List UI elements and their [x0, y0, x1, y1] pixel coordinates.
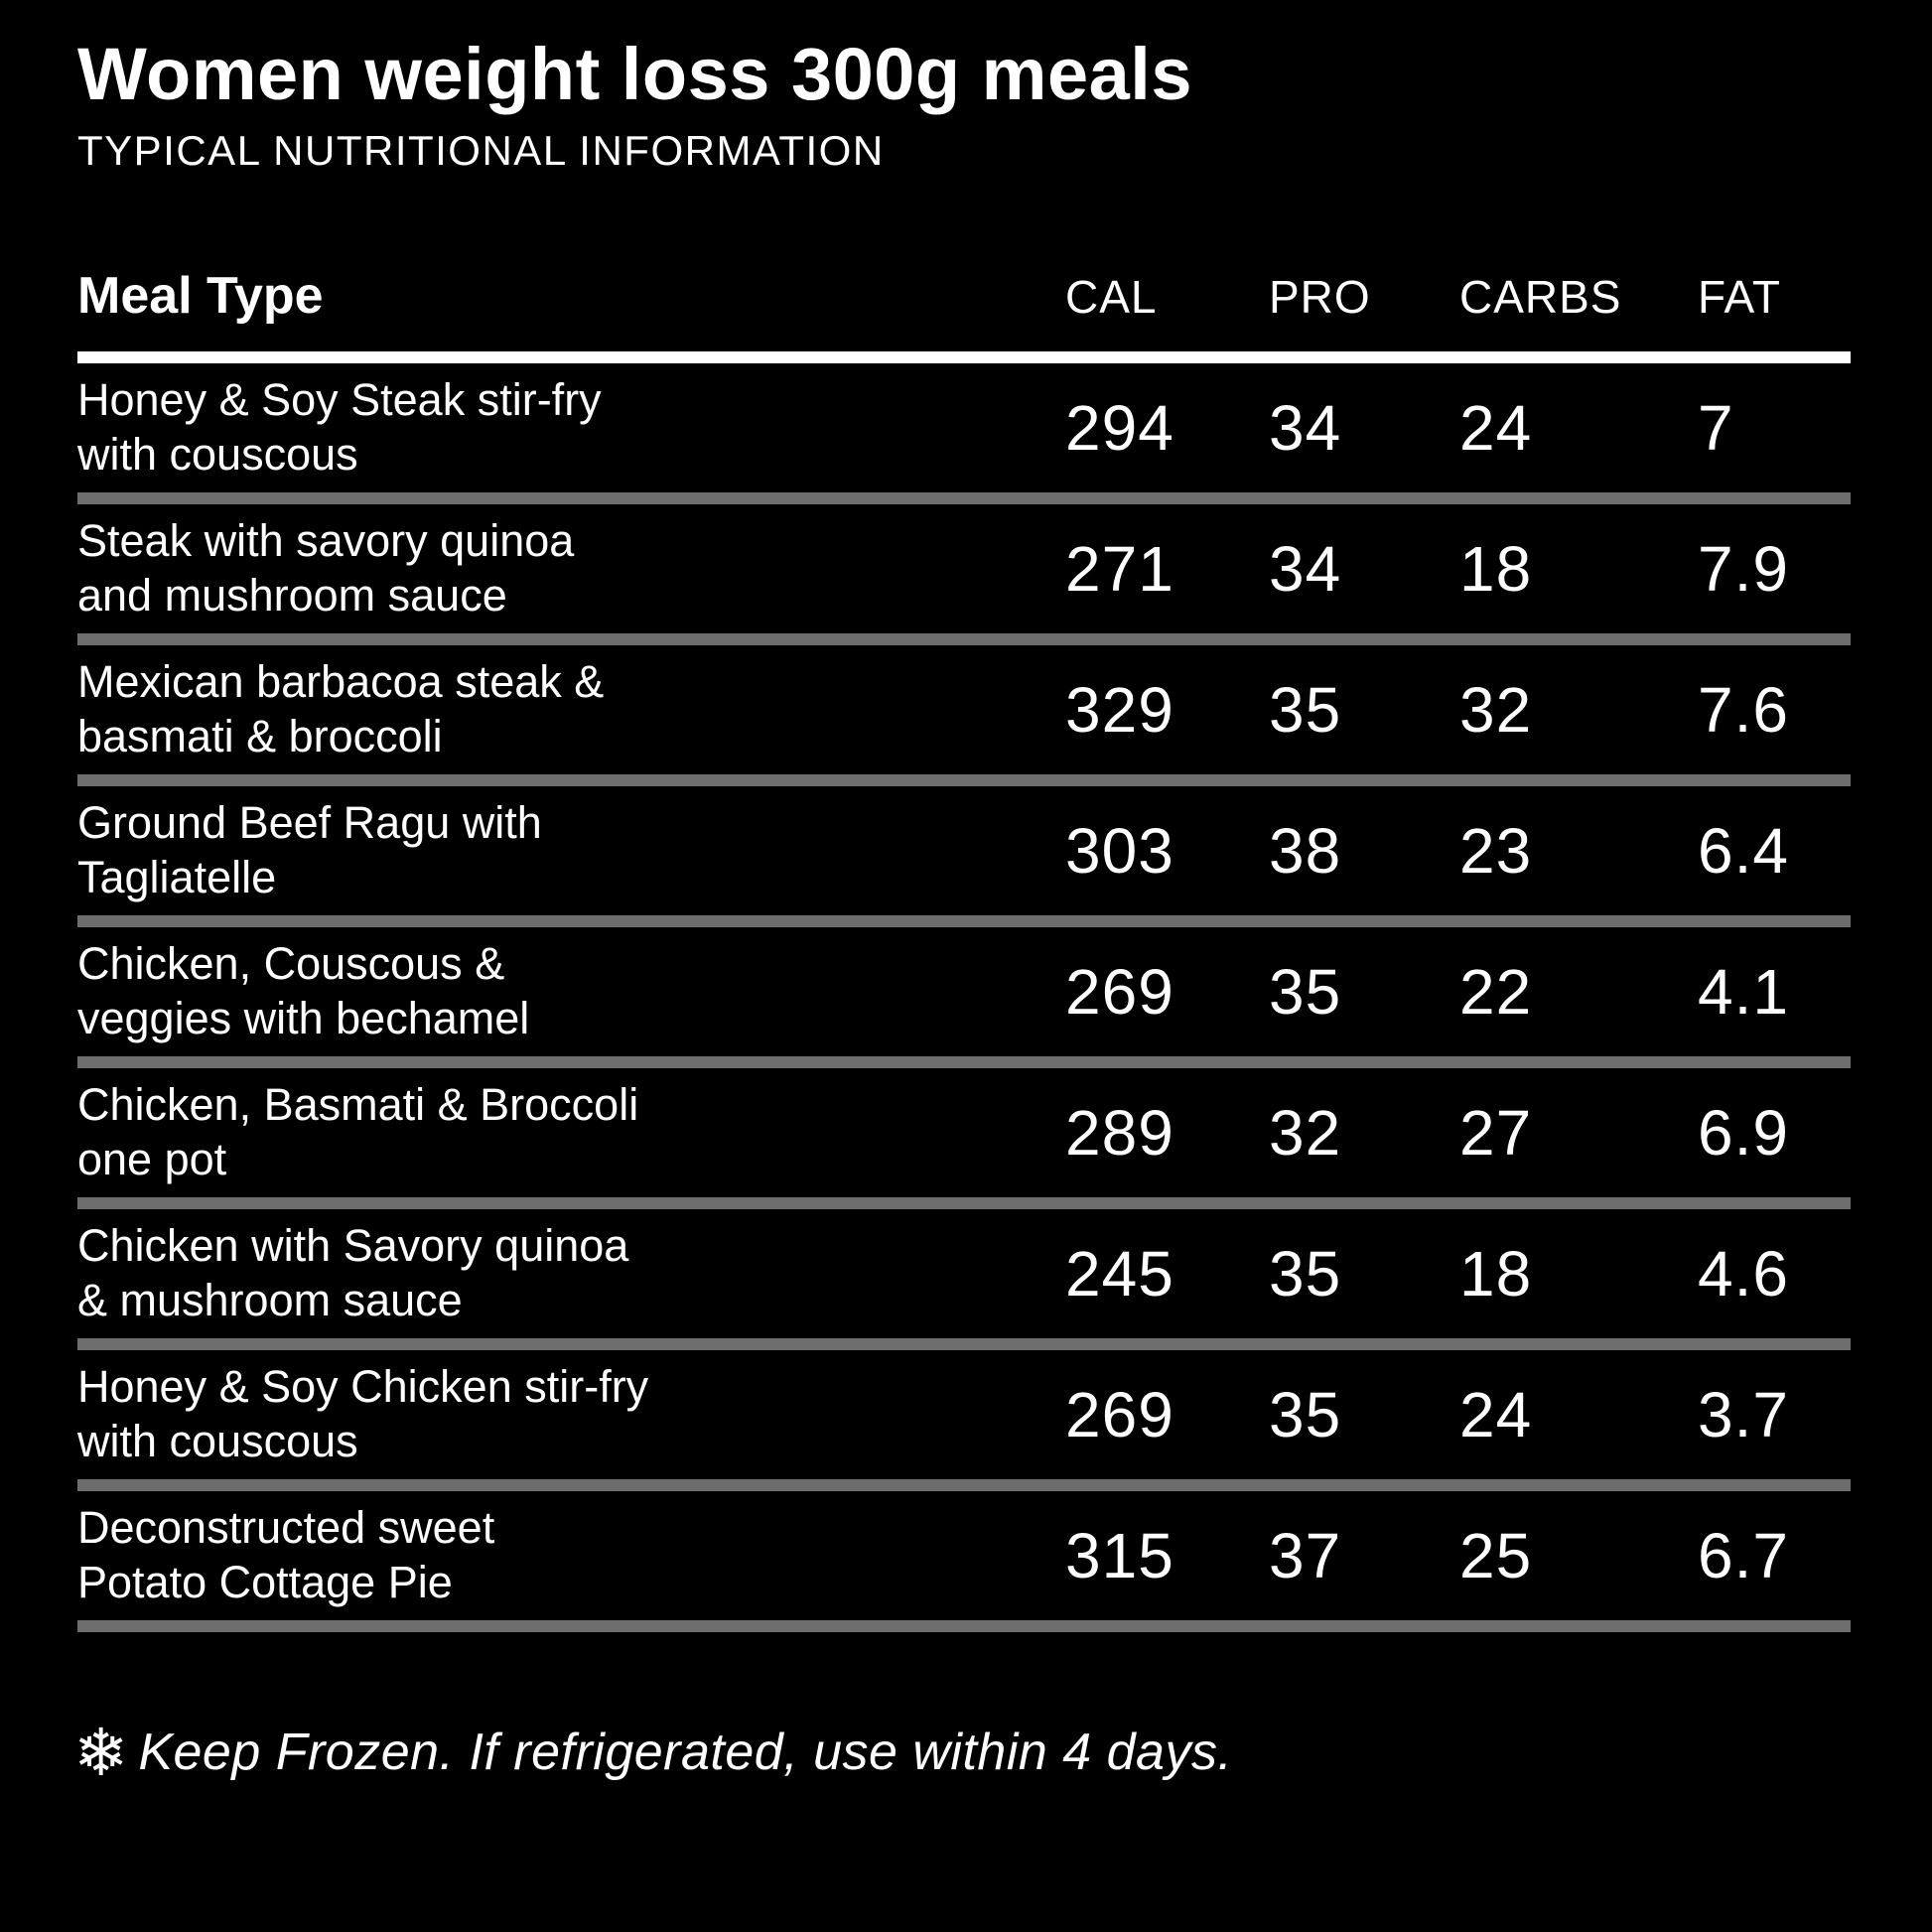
- row-divider: [77, 632, 1851, 645]
- pro-value: 35: [1269, 673, 1342, 746]
- cal-value: 294: [1065, 391, 1174, 464]
- carbs-value: 27: [1459, 1096, 1533, 1169]
- meal-name-line2: with couscous: [77, 428, 358, 480]
- cal-value: 269: [1065, 1378, 1174, 1450]
- pro-value: 34: [1269, 532, 1342, 605]
- table-row: Chicken, Couscous & veggies with bechame…: [77, 927, 1851, 1056]
- column-header-fat: FAT: [1698, 270, 1781, 323]
- header-rule: [77, 350, 1851, 363]
- cal-value: 271: [1065, 532, 1174, 605]
- meal-name: Chicken, Basmati & Broccoli one pot: [77, 1078, 1065, 1187]
- carbs-value: 22: [1459, 955, 1533, 1028]
- row-divider: [77, 773, 1851, 786]
- pro-value: 37: [1269, 1519, 1342, 1591]
- meal-name: Steak with savory quinoa and mushroom sa…: [77, 514, 1065, 623]
- meal-name-line2: veggies with bechamel: [77, 992, 530, 1043]
- column-header-carbs: CARBS: [1459, 270, 1622, 323]
- pro-value: 35: [1269, 1378, 1342, 1450]
- meal-name-line2: & mushroom sauce: [77, 1274, 463, 1325]
- cal-value: 303: [1065, 814, 1174, 887]
- cal-value: 329: [1065, 673, 1174, 746]
- carbs-value: 18: [1459, 1237, 1533, 1310]
- carbs-value: 24: [1459, 1378, 1533, 1450]
- meal-name: Ground Beef Ragu with Tagliatelle: [77, 796, 1065, 905]
- nutrition-table: Meal Type CAL PRO CARBS FAT Honey & Soy …: [77, 266, 1851, 1632]
- cal-value: 315: [1065, 1519, 1174, 1591]
- meal-name: Mexican barbacoa steak & basmati & brocc…: [77, 655, 1065, 764]
- meal-name: Honey & Soy Steak stir-fry with couscous: [77, 373, 1065, 483]
- meal-name-line2: one pot: [77, 1133, 227, 1184]
- meal-name-line2: with couscous: [77, 1415, 358, 1466]
- row-divider: [77, 1478, 1851, 1491]
- meal-name-line1: Honey & Soy Chicken stir-fry: [77, 1360, 649, 1412]
- meal-name: Honey & Soy Chicken stir-fry with cousco…: [77, 1360, 1065, 1469]
- table-row: Honey & Soy Chicken stir-fry with cousco…: [77, 1350, 1851, 1479]
- column-header-cal: CAL: [1065, 270, 1158, 323]
- pro-value: 32: [1269, 1096, 1342, 1169]
- meal-name-line2: basmati & broccoli: [77, 710, 443, 761]
- table-row: Honey & Soy Steak stir-fry with couscous…: [77, 363, 1851, 492]
- meal-name-line1: Chicken with Savory quinoa: [77, 1219, 629, 1271]
- cal-value: 245: [1065, 1237, 1174, 1310]
- meal-name-line1: Chicken, Basmati & Broccoli: [77, 1078, 639, 1130]
- pro-value: 35: [1269, 955, 1342, 1028]
- cal-value: 289: [1065, 1096, 1174, 1169]
- carbs-value: 23: [1459, 814, 1533, 887]
- table-row: Mexican barbacoa steak & basmati & brocc…: [77, 645, 1851, 774]
- column-header-meal-type: Meal Type: [77, 266, 324, 325]
- carbs-value: 32: [1459, 673, 1533, 746]
- fat-value: 6.9: [1698, 1096, 1789, 1169]
- meal-name-line1: Ground Beef Ragu with: [77, 796, 542, 848]
- meal-name: Deconstructed sweet Potato Cottage Pie: [77, 1501, 1065, 1610]
- storage-note: ❄ Keep Frozen. If refrigerated, use with…: [73, 1720, 1851, 1785]
- fat-value: 7.9: [1698, 532, 1789, 605]
- row-divider: [77, 1055, 1851, 1068]
- meal-name-line1: Chicken, Couscous &: [77, 937, 505, 989]
- row-divider: [77, 491, 1851, 504]
- pro-value: 38: [1269, 814, 1342, 887]
- cal-value: 269: [1065, 955, 1174, 1028]
- fat-value: 4.1: [1698, 955, 1789, 1028]
- fat-value: 4.6: [1698, 1237, 1789, 1310]
- fat-value: 7: [1698, 391, 1734, 464]
- page-subtitle: TYPICAL NUTRITIONAL INFORMATION: [77, 126, 885, 174]
- fat-value: 6.4: [1698, 814, 1789, 887]
- meal-name-line1: Steak with savory quinoa: [77, 514, 575, 566]
- row-divider: [77, 1619, 1851, 1632]
- table-row: Steak with savory quinoa and mushroom sa…: [77, 504, 1851, 633]
- row-divider: [77, 914, 1851, 927]
- meal-name: Chicken with Savory quinoa & mushroom sa…: [77, 1219, 1065, 1328]
- meal-name-line1: Mexican barbacoa steak &: [77, 655, 605, 707]
- page-title: Women weight loss 300g meals: [77, 33, 1192, 115]
- meal-name-line1: Honey & Soy Steak stir-fry: [77, 373, 602, 425]
- row-divider: [77, 1337, 1851, 1350]
- carbs-value: 18: [1459, 532, 1533, 605]
- meal-name-line1: Deconstructed sweet: [77, 1501, 495, 1553]
- table-row: Deconstructed sweet Potato Cottage Pie 3…: [77, 1491, 1851, 1620]
- row-divider: [77, 1196, 1851, 1209]
- snowflake-icon: ❄: [73, 1715, 129, 1789]
- carbs-value: 25: [1459, 1519, 1533, 1591]
- pro-value: 34: [1269, 391, 1342, 464]
- storage-note-text: Keep Frozen. If refrigerated, use within…: [138, 1723, 1233, 1781]
- column-header-pro: PRO: [1269, 270, 1371, 323]
- table-header-row: Meal Type CAL PRO CARBS FAT: [77, 266, 1851, 351]
- pro-value: 35: [1269, 1237, 1342, 1310]
- carbs-value: 24: [1459, 391, 1533, 464]
- table-row: Ground Beef Ragu with Tagliatelle 303 38…: [77, 786, 1851, 915]
- meal-name: Chicken, Couscous & veggies with bechame…: [77, 937, 1065, 1046]
- table-row: Chicken with Savory quinoa & mushroom sa…: [77, 1209, 1851, 1338]
- table-row: Chicken, Basmati & Broccoli one pot 289 …: [77, 1068, 1851, 1197]
- meal-name-line2: Tagliatelle: [77, 851, 277, 902]
- meal-name-line2: and mushroom sauce: [77, 569, 507, 621]
- nutrition-label: Women weight loss 300g meals TYPICAL NUT…: [73, 33, 1851, 1785]
- fat-value: 7.6: [1698, 673, 1789, 746]
- fat-value: 3.7: [1698, 1378, 1789, 1450]
- meal-name-line2: Potato Cottage Pie: [77, 1556, 453, 1607]
- fat-value: 6.7: [1698, 1519, 1789, 1591]
